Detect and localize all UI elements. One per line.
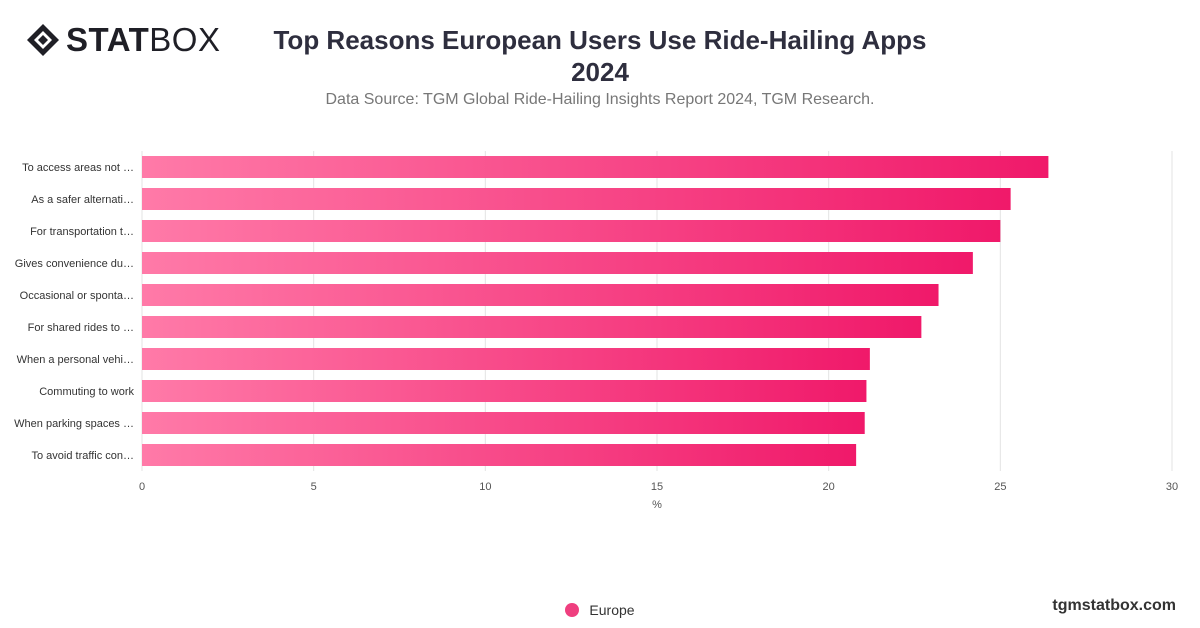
bar[interactable]: [142, 316, 922, 338]
logo-text-light: BOX: [149, 21, 221, 58]
bar[interactable]: [142, 380, 867, 402]
y-category-label: To access areas not …: [22, 162, 134, 174]
y-category-label: To avoid traffic con…: [31, 450, 134, 462]
legend-label[interactable]: Europe: [589, 602, 635, 618]
bar[interactable]: [142, 444, 857, 466]
x-tick-label: 10: [479, 481, 491, 493]
x-axis-label: %: [652, 499, 662, 511]
y-category-label: Commuting to work: [39, 386, 134, 398]
legend: Europe: [0, 602, 1200, 618]
y-category-label: Gives convenience du…: [15, 258, 134, 270]
bar[interactable]: [142, 188, 1011, 210]
bar[interactable]: [142, 348, 870, 370]
statbox-logo: STATBOX: [26, 22, 220, 58]
x-tick-label: 15: [651, 481, 663, 493]
x-tick-label: 20: [823, 481, 835, 493]
x-tick-label: 0: [139, 481, 145, 493]
legend-marker[interactable]: [565, 603, 580, 617]
bar[interactable]: [142, 252, 973, 274]
y-category-label: Occasional or sponta…: [20, 290, 134, 302]
x-tick-label: 25: [994, 481, 1006, 493]
x-tick-label: 5: [311, 481, 317, 493]
chart-subtitle: Data Source: TGM Global Ride-Hailing Ins…: [325, 91, 875, 108]
logo-text: STATBOX: [66, 22, 220, 58]
diamond-icon: [27, 24, 59, 56]
brand-url: tgmstatbox.com: [1052, 597, 1176, 614]
bar[interactable]: [142, 412, 865, 434]
y-category-label: For transportation t…: [30, 226, 134, 238]
x-tick-label: 30: [1166, 481, 1178, 493]
y-category-label: For shared rides to …: [28, 322, 134, 334]
y-category-label: When a personal vehi…: [17, 354, 134, 366]
chart-title-line1: Top Reasons European Users Use Ride-Hail…: [273, 25, 927, 55]
bar[interactable]: [142, 156, 1049, 178]
bar[interactable]: [142, 220, 1001, 242]
y-category-label: As a safer alternati…: [31, 194, 134, 206]
bar[interactable]: [142, 284, 939, 306]
chart-title-line2: 2024: [571, 57, 629, 87]
logo-text-bold: STAT: [66, 21, 150, 58]
chart-title: Top Reasons European Users Use Ride-Hail…: [250, 24, 950, 88]
y-category-label: When parking spaces …: [14, 418, 134, 430]
